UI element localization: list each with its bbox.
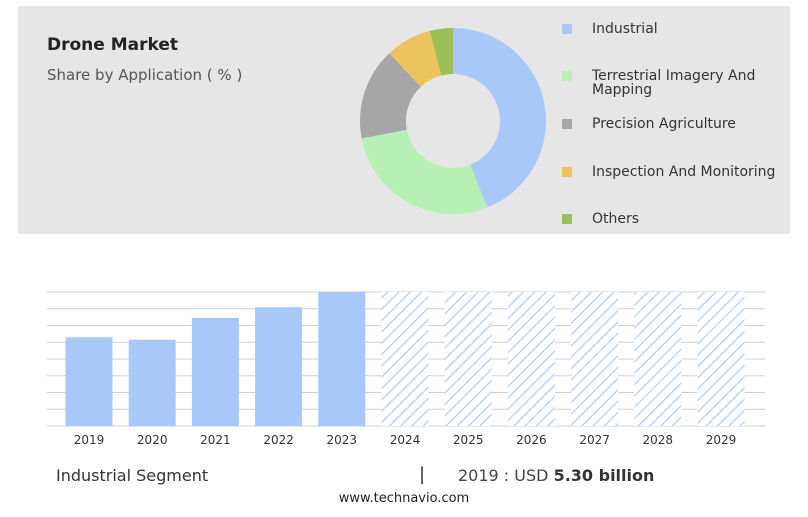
legend-swatch <box>562 24 572 34</box>
segment-label: Industrial Segment <box>56 466 209 485</box>
legend-swatch <box>562 119 572 129</box>
x-tick-2026: 2026 <box>516 433 547 447</box>
segment-value-amount: 5.30 billion <box>553 466 655 485</box>
donut-slice-0 <box>453 28 546 208</box>
donut-slice-2 <box>360 53 421 139</box>
bar-2023 <box>318 292 366 426</box>
bar-2019 <box>65 337 113 426</box>
donut-slice-4 <box>429 28 453 76</box>
x-tick-2027: 2027 <box>579 433 610 447</box>
x-tick-2023: 2023 <box>327 433 358 447</box>
donut-slice-3 <box>389 30 442 87</box>
footer-separator: | <box>419 464 426 485</box>
bar-2021 <box>191 317 239 426</box>
bar-2024 <box>381 292 429 426</box>
segment-value: 2019 : USD 5.30 billion <box>458 466 654 485</box>
bar-2026 <box>507 292 555 426</box>
x-tick-2024: 2024 <box>390 433 421 447</box>
page-subtitle: Share by Application ( % ) <box>47 66 243 84</box>
donut-slice-1 <box>361 129 488 215</box>
x-tick-2025: 2025 <box>453 433 484 447</box>
legend-swatch <box>562 71 572 81</box>
page-title: Drone Market <box>47 35 179 55</box>
footer-url: www.technavio.com <box>338 491 470 506</box>
legend-label: Others <box>592 211 640 227</box>
x-tick-2020: 2020 <box>137 433 168 447</box>
legend-label: Industrial <box>592 21 658 37</box>
x-tick-2021: 2021 <box>200 433 231 447</box>
legend-label: Inspection And Monitoring <box>592 164 776 180</box>
bar-2022 <box>255 307 303 426</box>
bar-2029 <box>697 292 745 426</box>
legend-swatch <box>562 214 572 224</box>
segment-value-prefix: 2019 : USD <box>458 466 549 485</box>
x-tick-2028: 2028 <box>643 433 674 447</box>
x-tick-2029: 2029 <box>706 433 737 447</box>
x-tick-2019: 2019 <box>74 433 105 447</box>
bar-2028 <box>634 292 682 426</box>
bar-2027 <box>571 292 619 426</box>
bar-chart: 2019 2020 2021 2022 2023 2024 2025 2026 2027 2028… <box>47 291 765 447</box>
legend-label: Precision Agriculture <box>592 116 736 132</box>
bar-2025 <box>444 292 492 426</box>
bar-2020 <box>128 339 176 426</box>
legend-label: Terrestrial Imagery And Mapping <box>592 68 756 98</box>
donut-chart <box>360 28 546 215</box>
x-tick-2022: 2022 <box>263 433 294 447</box>
legend-swatch <box>562 167 572 177</box>
